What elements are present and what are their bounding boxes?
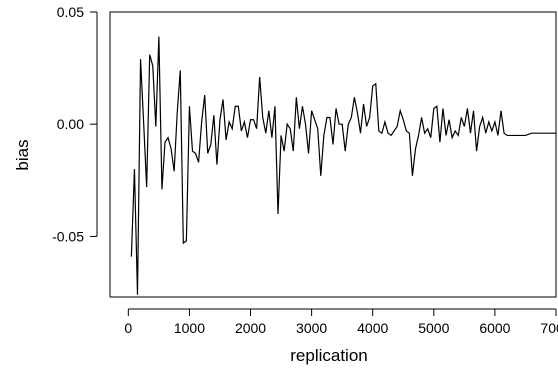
y-axis-ticks: 0.05 0.00 -0.05 [52,4,97,244]
y-axis-title: bias [13,139,32,170]
x-tick-label: 2000 [235,320,266,336]
y-tick-label: 0.00 [57,116,84,132]
x-tick-label: 4000 [357,320,388,336]
x-tick-label: 7000 [540,320,558,336]
x-axis-ticks: 0 1000 2000 3000 4000 5000 6000 7000 [124,309,558,336]
series-line [130,36,556,295]
x-axis-title: replication [290,346,368,365]
y-tick-label: -0.05 [52,228,84,244]
y-tick-label: 0.05 [57,4,84,20]
x-tick-label: 1000 [174,320,205,336]
x-tick-label: 6000 [479,320,510,336]
x-tick-label: 5000 [418,320,449,336]
x-tick-label: 0 [124,320,132,336]
plot-frame [109,11,557,298]
x-tick-label: 3000 [296,320,327,336]
